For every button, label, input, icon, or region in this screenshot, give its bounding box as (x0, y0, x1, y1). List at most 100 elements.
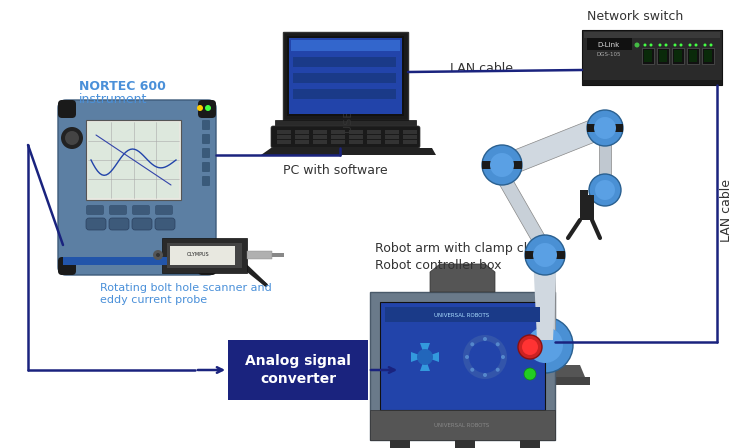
Circle shape (517, 317, 573, 373)
Bar (275, 120, 416, 126)
Circle shape (680, 43, 682, 47)
Bar (672, 48, 684, 64)
Circle shape (469, 341, 501, 373)
Bar (162, 238, 247, 273)
Bar (295, 135, 309, 139)
Polygon shape (505, 365, 585, 377)
Bar (582, 80, 722, 85)
Polygon shape (425, 352, 439, 362)
Bar (587, 38, 632, 50)
Bar (228, 340, 368, 400)
Circle shape (594, 117, 616, 139)
Circle shape (525, 235, 565, 275)
Bar (657, 48, 669, 64)
Text: Robot controller box: Robot controller box (375, 258, 502, 271)
Text: Robot arm with clamp claw: Robot arm with clamp claw (375, 241, 545, 254)
FancyBboxPatch shape (202, 176, 210, 186)
Polygon shape (420, 343, 430, 357)
FancyBboxPatch shape (58, 100, 76, 118)
Bar (277, 130, 291, 134)
Text: UNIVERSAL ROBOTS: UNIVERSAL ROBOTS (434, 313, 490, 318)
Circle shape (522, 339, 538, 355)
Circle shape (694, 43, 698, 47)
FancyBboxPatch shape (109, 205, 127, 215)
Bar (293, 57, 396, 67)
Bar (367, 140, 381, 144)
Text: Network switch: Network switch (587, 9, 683, 22)
Bar (277, 135, 291, 139)
Text: eddy current probe: eddy current probe (100, 295, 207, 305)
Bar (580, 190, 588, 220)
Bar (293, 73, 396, 83)
Circle shape (61, 127, 83, 149)
Bar (272, 253, 284, 257)
Bar (390, 440, 410, 448)
FancyBboxPatch shape (155, 205, 173, 215)
Circle shape (650, 43, 652, 47)
Bar (313, 135, 327, 139)
Bar (283, 32, 408, 120)
Circle shape (664, 43, 668, 47)
Bar (385, 140, 399, 144)
Circle shape (589, 174, 621, 206)
Circle shape (518, 335, 542, 359)
FancyBboxPatch shape (132, 205, 150, 215)
Bar (170, 246, 235, 265)
Bar (293, 89, 396, 99)
Bar (385, 307, 540, 322)
Text: instrument: instrument (79, 92, 147, 105)
Bar (687, 48, 699, 64)
Bar (659, 50, 667, 62)
FancyBboxPatch shape (202, 148, 210, 158)
Circle shape (470, 368, 474, 372)
Bar (689, 50, 697, 62)
Bar (642, 48, 654, 64)
Bar (63, 257, 211, 265)
Bar (582, 30, 722, 85)
FancyBboxPatch shape (202, 120, 210, 130)
Circle shape (674, 43, 676, 47)
Bar (295, 130, 309, 134)
Circle shape (501, 355, 505, 359)
Bar (287, 36, 404, 116)
Bar (247, 251, 272, 259)
Circle shape (595, 180, 615, 200)
Bar (500, 377, 590, 385)
Bar (370, 292, 555, 440)
Circle shape (524, 368, 536, 380)
Text: LAN cable: LAN cable (720, 178, 733, 241)
Circle shape (483, 373, 487, 377)
Circle shape (417, 349, 433, 365)
Circle shape (527, 327, 563, 363)
Bar (644, 50, 652, 62)
Bar (331, 140, 345, 144)
Polygon shape (420, 357, 430, 371)
Bar (380, 302, 545, 410)
Circle shape (156, 253, 160, 257)
Bar (349, 130, 363, 134)
Text: UNIVERSAL ROBOTS: UNIVERSAL ROBOTS (434, 422, 490, 427)
FancyBboxPatch shape (58, 257, 76, 275)
Polygon shape (494, 175, 553, 250)
Circle shape (465, 355, 469, 359)
Text: D-Link: D-Link (598, 42, 620, 48)
Circle shape (710, 43, 712, 47)
Bar (482, 161, 522, 169)
Circle shape (634, 43, 640, 47)
Bar (370, 410, 555, 440)
FancyBboxPatch shape (155, 218, 175, 230)
Circle shape (496, 342, 500, 346)
Bar (455, 440, 475, 448)
Circle shape (704, 43, 706, 47)
Bar (385, 130, 399, 134)
Text: Rotating bolt hole scanner and: Rotating bolt hole scanner and (100, 283, 272, 293)
Bar (367, 135, 381, 139)
Circle shape (65, 131, 79, 145)
Bar (331, 130, 345, 134)
Text: DGS-105: DGS-105 (597, 52, 621, 56)
Circle shape (644, 43, 646, 47)
Text: OLYMPUS: OLYMPUS (187, 252, 209, 257)
Bar (525, 251, 565, 259)
Bar (588, 195, 594, 220)
Circle shape (658, 43, 662, 47)
